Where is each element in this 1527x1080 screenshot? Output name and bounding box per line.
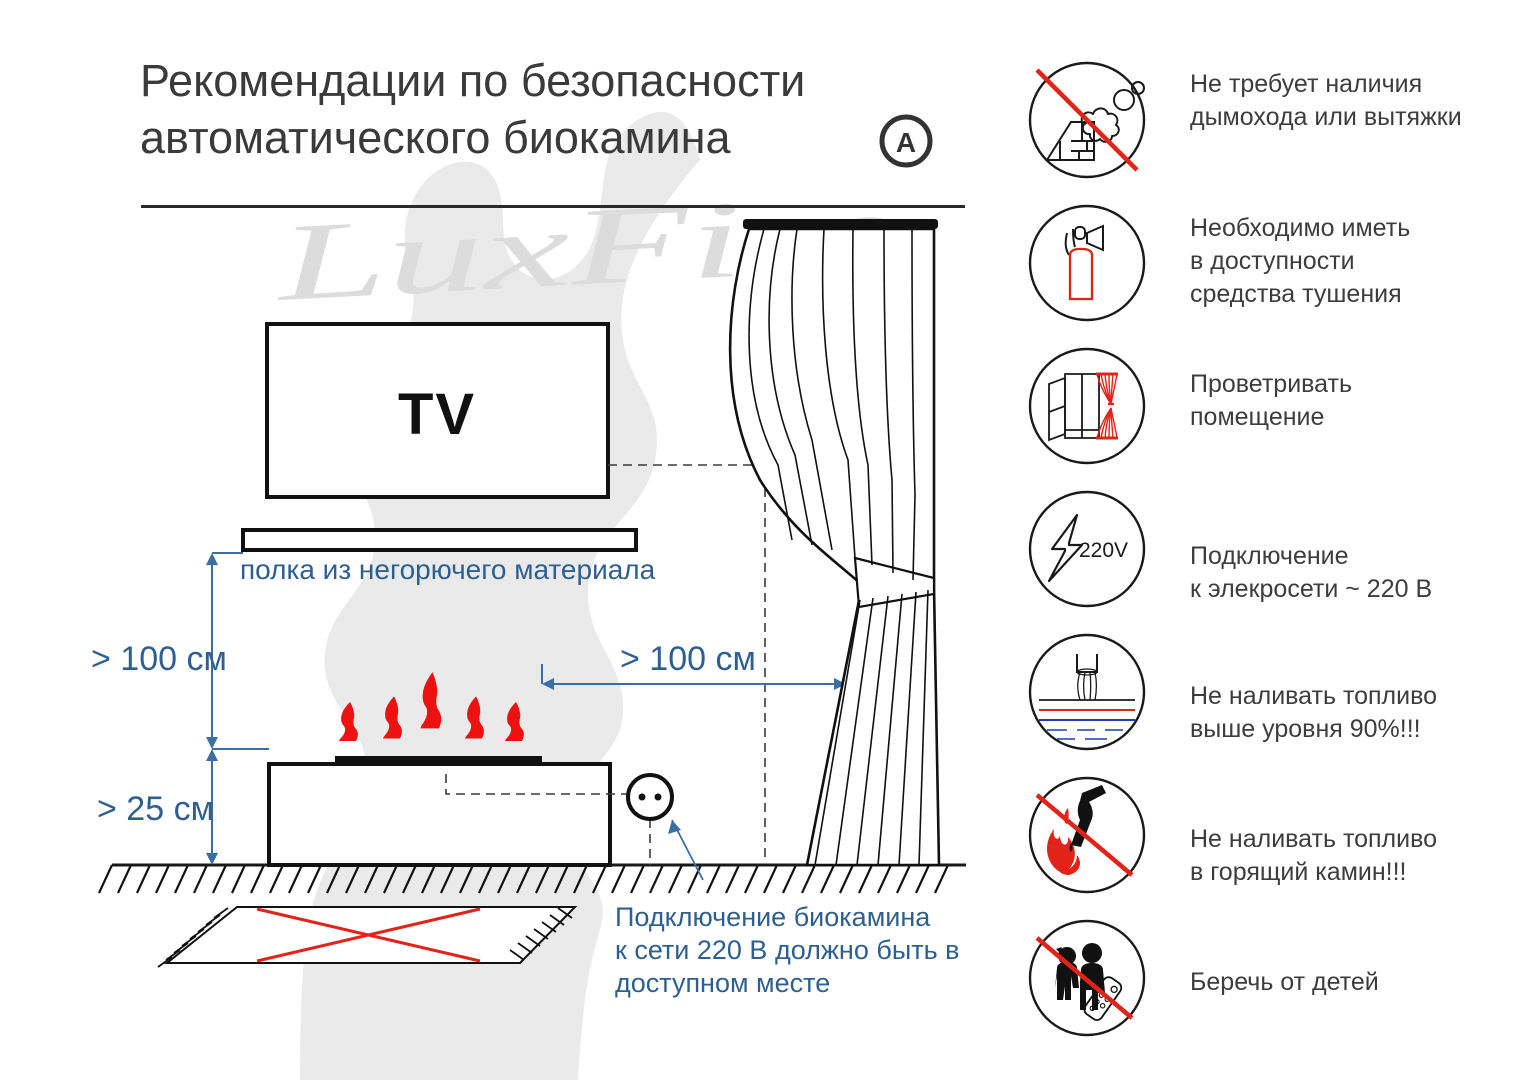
svg-text:TV: TV (398, 382, 476, 447)
svg-text:> 25 см: > 25 см (97, 790, 214, 828)
svg-text:> 100 см: > 100 см (620, 640, 756, 678)
svg-text:Подключение биокамина: Подключение биокамина (615, 902, 931, 932)
svg-text:к сети 220 В должно быть в: к сети 220 В должно быть в (615, 935, 960, 965)
svg-text:> 100 см: > 100 см (91, 640, 227, 678)
svg-text:полка из негорючего материала: полка из негорючего материала (240, 554, 656, 585)
svg-text:220V: 220V (1079, 539, 1128, 562)
svg-text:доступном месте: доступном месте (615, 968, 830, 998)
